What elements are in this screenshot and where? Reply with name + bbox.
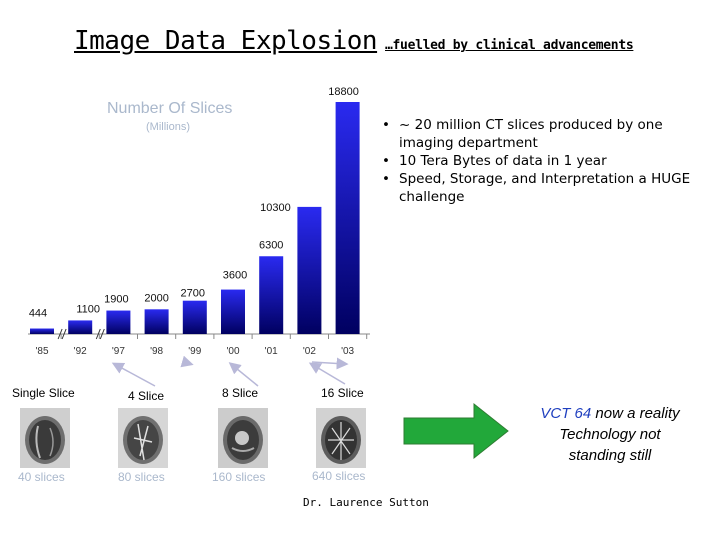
chart-ylabel: Number Of Slices [107,100,233,117]
axis-break-mark [61,328,67,340]
bar [182,300,207,334]
ct-lung-image [20,408,70,468]
data-label: 6300 [259,239,283,251]
page-subtitle: …fuelled by clinical advancements [385,38,634,53]
credit: Dr. Laurence Sutton [303,496,429,509]
vct-note-rest: now a reality [591,405,680,422]
data-label: 3600 [223,270,247,282]
ct-lung-image [316,408,366,468]
scanner-label-4: 4 Slice [128,389,165,403]
pointer-arrow [180,355,194,368]
bullet-item: Speed, Storage, and Interpretation a HUG… [382,170,702,206]
data-label: 1100 [76,303,100,315]
axis-break-mark [57,328,63,340]
pointer-arrow [228,362,259,387]
data-label: 18800 [328,86,359,98]
vct-note: VCT 64 now a reality Technology not stan… [510,403,710,466]
x-tick-label: '97 [112,346,125,357]
right-arrow-icon [403,402,509,460]
vct-note-line2: Technology not [559,426,661,443]
axis-break-mark [95,328,101,340]
slice-count-4: 80 slices [118,470,165,484]
x-tick-label: '02 [303,346,316,357]
x-tick-label: '03 [341,346,354,357]
slice-count-8: 160 slices [212,470,266,484]
vct-note-line1: VCT 64 now a reality [510,403,710,424]
data-label: 444 [29,308,47,320]
pointer-arrow [308,362,346,385]
x-tick-label: '98 [150,346,163,357]
slice-count-16: 640 slices [312,469,366,483]
bar [297,206,322,334]
data-label: 2000 [144,292,168,304]
bullet-item: ~ 20 million CT slices produced by one i… [382,116,702,152]
data-label: 2700 [181,288,205,300]
x-tick-label: '99 [188,346,201,357]
bar [335,102,360,334]
bar [68,320,93,334]
x-tick-label: '92 [74,346,87,357]
page-title: Image Data Explosion [74,26,378,56]
bar [30,328,54,334]
vct-highlight: VCT 64 [540,405,592,422]
data-label: 10300 [260,202,291,214]
axis-break-mark [99,328,105,340]
bar [106,310,131,334]
bar [144,309,169,334]
ct-lung-image [218,408,268,468]
vct-note-line3: standing still [568,447,652,464]
bar [259,256,284,334]
bullet-item: 10 Tera Bytes of data in 1 year [382,152,702,170]
x-tick-label: '85 [35,346,48,357]
bullet-list: ~ 20 million CT slices produced by one i… [382,116,702,206]
ct-lung-image [118,408,168,468]
pointer-arrow [311,357,349,370]
data-label: 1900 [104,294,128,306]
x-tick-label: '01 [265,346,278,357]
scanner-label-8: 8 Slice [222,386,259,400]
scanner-label-single: Single Slice [12,386,75,400]
bar [221,289,245,334]
chart-unit: (Millions) [146,121,190,133]
x-tick-label: '00 [226,346,239,357]
scanner-label-16: 16 Slice [321,386,364,400]
slice-count-single: 40 slices [18,470,65,484]
pointer-arrow [111,362,156,387]
